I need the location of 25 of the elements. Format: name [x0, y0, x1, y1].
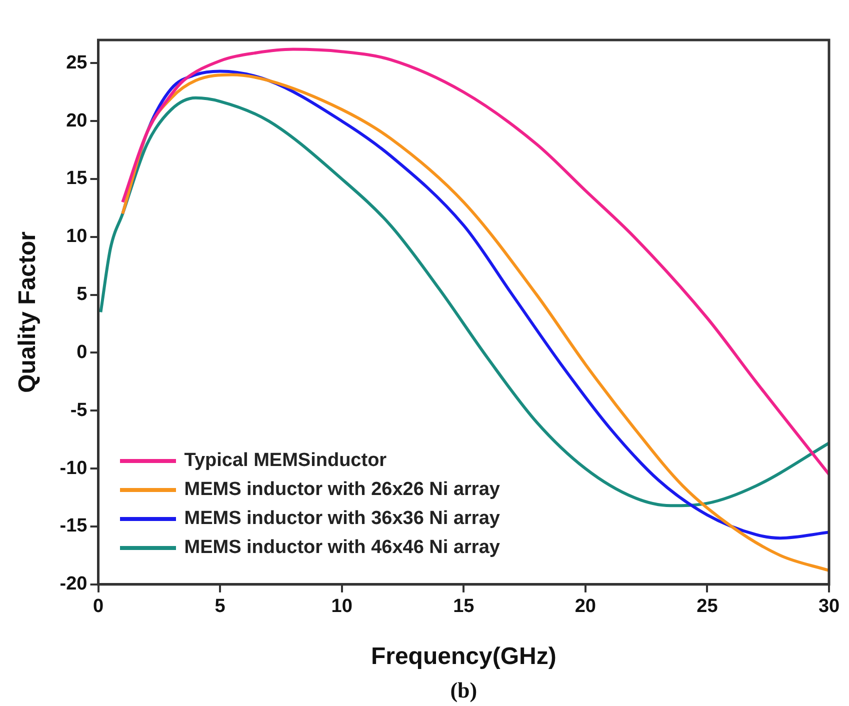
y-tick-label: -20 — [60, 574, 88, 595]
y-tick-label: 0 — [76, 342, 88, 363]
x-axis-title: Frequency(GHz) — [370, 643, 556, 670]
y-tick-label: 25 — [66, 52, 88, 74]
x-tick-label: 20 — [574, 596, 596, 618]
y-tick-label: -5 — [70, 400, 88, 421]
legend-label: Typical MEMSinductor — [184, 450, 387, 472]
y-tick-label: 20 — [66, 110, 88, 132]
y-tick-label: -15 — [60, 516, 88, 537]
x-tick-label: 25 — [696, 596, 718, 618]
y-tick-label: -10 — [60, 458, 88, 479]
x-tick-label: 10 — [331, 596, 352, 618]
legend-label: MEMS inductor with 26x26 Ni array — [184, 478, 500, 501]
x-tick-label: 30 — [818, 596, 840, 618]
y-tick-label: 15 — [66, 168, 88, 190]
x-tick-label: 5 — [214, 596, 226, 618]
x-tick-label: 0 — [92, 596, 104, 618]
y-tick-label: 5 — [76, 284, 88, 306]
legend-label: MEMS inductor with 46x46 Ni array — [184, 536, 500, 559]
y-axis-title: Quality Factor — [14, 232, 42, 393]
y-tick-label: 10 — [66, 226, 88, 248]
legend-label: MEMS inductor with 36x36 Ni array — [184, 508, 500, 530]
line-series — [121, 48, 829, 476]
text: (b) — [450, 678, 478, 703]
x-tick-label: 15 — [453, 596, 475, 618]
